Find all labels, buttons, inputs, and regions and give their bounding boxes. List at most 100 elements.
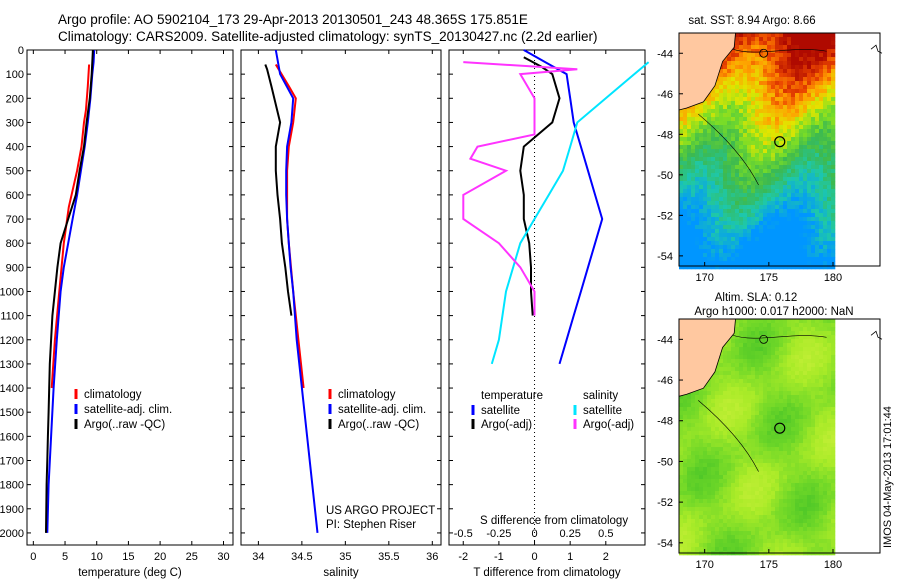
sla-map-title: Altim. SLA: 0.12	[715, 292, 797, 304]
difference-xtick-label: 0	[531, 551, 537, 563]
difference-secondary-tick-label: 0	[531, 528, 537, 540]
sst-map-bathymetry-contour	[698, 113, 759, 186]
temperature-xlabel: temperature (deg C)	[78, 567, 182, 579]
difference-salinity-satellite-line	[490, 61, 650, 365]
sst-map-ytick-label: -54	[657, 251, 673, 263]
sst-map-xtick-label: 180	[824, 272, 842, 284]
depth-tick-label: 500	[6, 166, 24, 178]
temperature-legend-label: climatology	[84, 389, 142, 401]
depth-tick-label: 1900	[0, 504, 24, 516]
temperature-frame	[26, 49, 234, 546]
salinity-legend-label: satellite-adj. clim.	[338, 404, 426, 416]
difference-secondary-xlabel: S difference from climatology	[480, 515, 628, 527]
sla-map-subtitle: Argo h1000: 0.017 h2000: NaN	[694, 306, 853, 318]
difference-legend-label: Argo(-adj)	[583, 419, 634, 431]
difference-secondary-tick-label: 0.25	[559, 528, 580, 540]
imos-timestamp: IMOS 04-May-2013 17:01:44	[882, 406, 894, 548]
temperature-xtick-label: 15	[122, 551, 134, 563]
temperature-xtick-label: 25	[186, 551, 198, 563]
salinity-xtick-label: 35.5	[378, 551, 399, 563]
sst-map-argo-position	[774, 136, 786, 148]
temperature-climatology-line	[50, 64, 91, 389]
difference-secondary-tick-label: 0.5	[598, 528, 613, 540]
sst-map-ytick-label: -48	[657, 129, 673, 141]
sst-map-xtick-label: 170	[695, 272, 713, 284]
depth-tick-label: 400	[6, 142, 24, 154]
depth-tick-label: 700	[6, 214, 24, 226]
difference-temperature-satellite-line	[523, 49, 604, 365]
depth-tick-label: 100	[6, 69, 24, 81]
salinity-legend-label: Argo(..raw -QC)	[338, 419, 419, 431]
difference-legend-label: satellite	[481, 405, 520, 417]
depth-tick-label: 900	[6, 262, 24, 274]
difference-xtick-label: -1	[494, 551, 504, 563]
sla-map-frame	[678, 318, 881, 554]
depth-tick-label: 1100	[0, 311, 24, 323]
salinity-frame	[240, 49, 442, 546]
difference-legend-label: satellite	[583, 405, 622, 417]
salinity-legend-label: climatology	[338, 389, 396, 401]
salinity-argo-raw-qc--line	[264, 64, 293, 316]
sla-map-ytick-label: -48	[657, 416, 673, 428]
depth-tick-label: 1700	[0, 455, 24, 467]
difference-legend-header-salinity: salinity	[583, 390, 618, 402]
sst-map-xtick-label: 175	[760, 272, 778, 284]
depth-tick-label: 600	[6, 190, 24, 202]
temperature-xtick-label: 0	[30, 551, 36, 563]
temperature-legend-label: satellite-adj. clim.	[84, 404, 172, 416]
sla-map-bathymetry-contour	[732, 334, 827, 339]
difference-legend-header-temperature: temperature	[481, 390, 543, 402]
difference-temperature-argo-adj--line	[519, 56, 561, 316]
depth-tick-label: 200	[6, 93, 24, 105]
sla-map-ytick-label: -50	[657, 456, 673, 468]
depth-tick-label: 1500	[0, 407, 24, 419]
difference-salinity-argo-adj--line	[462, 61, 578, 316]
sla-map-bathymetry-contour	[698, 400, 759, 472]
sla-map-xtick-label: 170	[695, 559, 713, 571]
depth-tick-label: 300	[6, 117, 24, 129]
sst-map-bathymetry-contour	[732, 48, 827, 53]
depth-tick-label: 1800	[0, 480, 24, 492]
salinity-satellite-adj-clim--line	[274, 49, 319, 534]
salinity-xtick-label: 34	[252, 551, 264, 563]
difference-xtick-label: 2	[603, 551, 609, 563]
sst-map-ytick-label: -52	[657, 210, 673, 222]
pi-label: PI: Stephen Riser	[326, 519, 416, 531]
difference-xtick-label: 1	[567, 551, 573, 563]
sst-map-frame	[678, 32, 881, 267]
depth-tick-label: 2000	[0, 528, 24, 540]
depth-tick-label: 1300	[0, 359, 24, 371]
depth-tick-label: 1000	[0, 286, 24, 298]
salinity-xlabel: salinity	[323, 567, 358, 579]
sla-map-land	[678, 318, 736, 397]
sla-map-xtick-label: 175	[760, 559, 778, 571]
sst-map-ytick-label: -46	[657, 89, 673, 101]
sla-map-ytick-label: -46	[657, 375, 673, 387]
figure-title-line-1: Argo profile: AO 5902104_173 29-Apr-2013…	[58, 12, 528, 27]
difference-secondary-tick-label: -0.5	[454, 528, 473, 540]
sla-map-argo-position	[774, 422, 786, 434]
sla-map-float-marker	[759, 334, 769, 344]
temperature-xtick-label: 5	[62, 551, 68, 563]
temperature-legend-label: Argo(..raw -QC)	[84, 419, 165, 431]
difference-xlabel: T difference from climatology	[473, 567, 620, 579]
depth-tick-label: 1400	[0, 383, 24, 395]
sla-map-ytick-label: -44	[657, 334, 673, 346]
depth-tick-label: 800	[6, 238, 24, 250]
temperature-argo-raw-qc--line	[45, 49, 94, 533]
temperature-xtick-label: 10	[91, 551, 103, 563]
salinity-xtick-label: 35	[339, 551, 351, 563]
difference-xtick-label: -2	[458, 551, 468, 563]
salinity-xtick-label: 36	[426, 551, 438, 563]
sst-map-title: sat. SST: 8.94 Argo: 8.66	[688, 15, 815, 27]
difference-secondary-tick-label: -0.25	[486, 528, 511, 540]
temperature-xtick-label: 20	[154, 551, 166, 563]
difference-frame	[448, 49, 646, 546]
sst-map-float-marker	[759, 48, 769, 58]
temperature-xtick-label: 30	[217, 551, 229, 563]
sla-map-xtick-label: 180	[824, 559, 842, 571]
sst-map-ytick-label: -50	[657, 170, 673, 182]
sla-map-ytick-label: -52	[657, 497, 673, 509]
sst-map-ytick-label: -44	[657, 48, 673, 60]
